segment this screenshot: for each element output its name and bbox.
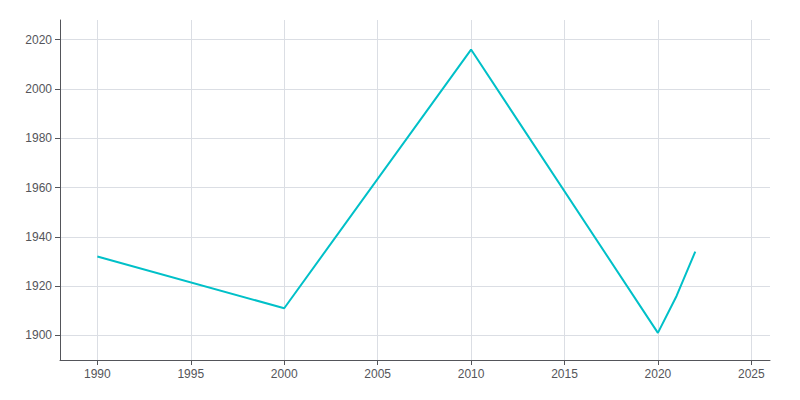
svg-text:1900: 1900 (25, 328, 52, 342)
svg-text:1995: 1995 (177, 367, 204, 381)
svg-text:1920: 1920 (25, 279, 52, 293)
svg-text:2000: 2000 (25, 82, 52, 96)
svg-text:2000: 2000 (271, 367, 298, 381)
svg-text:2020: 2020 (25, 33, 52, 47)
svg-text:2020: 2020 (645, 367, 672, 381)
svg-text:1990: 1990 (84, 367, 111, 381)
svg-text:1940: 1940 (25, 230, 52, 244)
svg-text:2010: 2010 (458, 367, 485, 381)
svg-text:2015: 2015 (551, 367, 578, 381)
svg-text:2005: 2005 (364, 367, 391, 381)
svg-text:1980: 1980 (25, 131, 52, 145)
svg-text:2025: 2025 (738, 367, 765, 381)
svg-text:1960: 1960 (25, 181, 52, 195)
